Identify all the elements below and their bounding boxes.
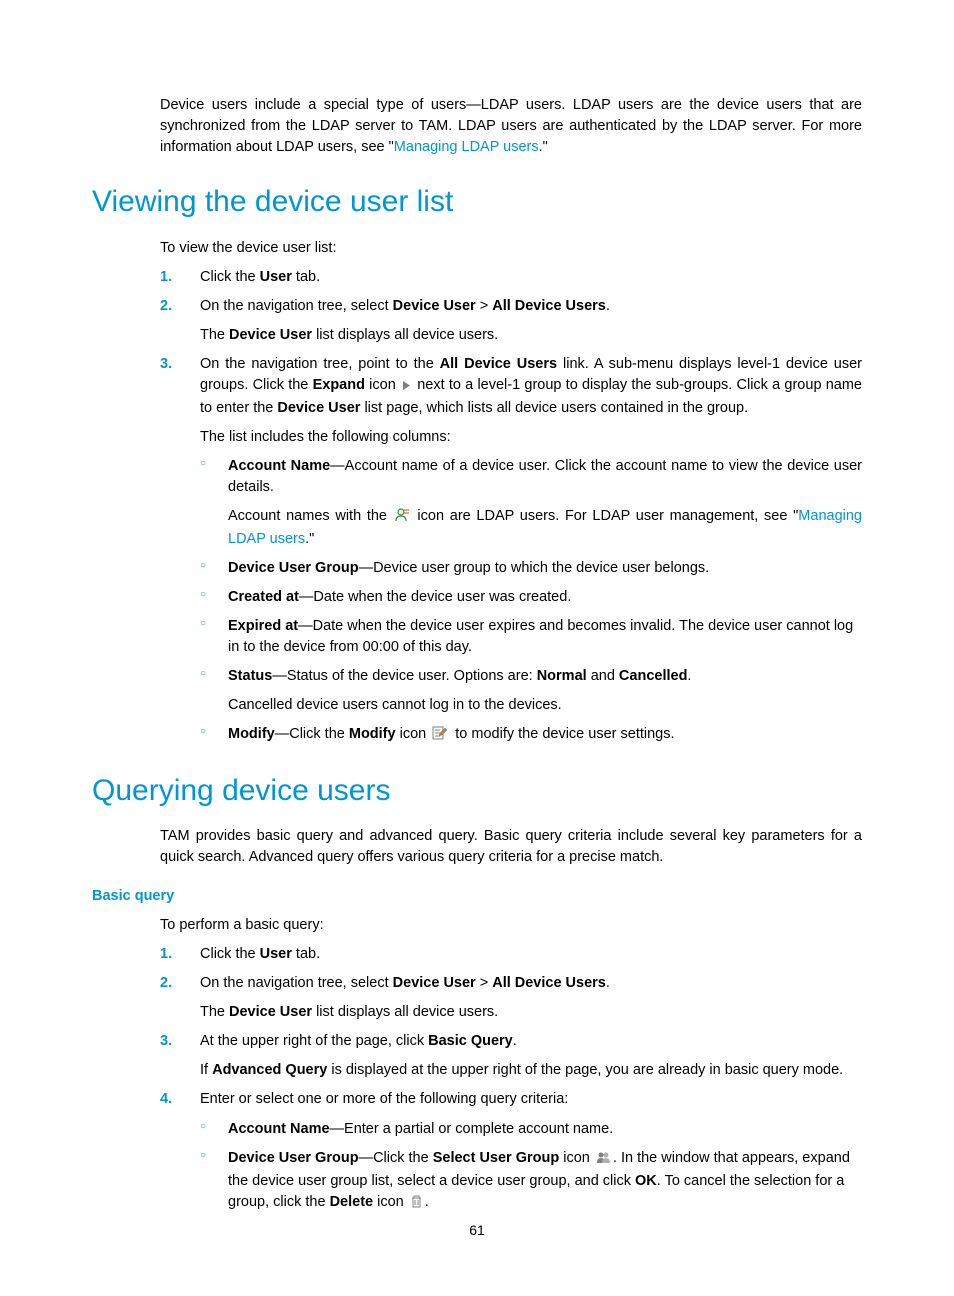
column-list: Account Name—Account name of a device us… [200, 456, 862, 747]
expand-icon [402, 377, 411, 398]
select-user-group-icon [596, 1150, 611, 1171]
page-number: 61 [0, 1220, 954, 1240]
viewing-section: To view the device user list: 1. Click t… [160, 238, 862, 747]
querying-section: TAM provides basic query and advanced qu… [160, 826, 862, 868]
col-expired-at: Expired at—Date when the device user exp… [200, 616, 862, 658]
intro-block: Device users include a special type of u… [160, 95, 862, 158]
step-3: 3. On the navigation tree, point to the … [160, 354, 862, 747]
step-2: 2. On the navigation tree, select Device… [160, 973, 862, 1023]
step-1: 1. Click the User tab. [160, 944, 862, 965]
step-1: 1. Click the User tab. [160, 267, 862, 288]
delete-icon [410, 1194, 423, 1215]
col-account-name: Account Name—Account name of a device us… [200, 456, 862, 550]
criteria-list: Account Name—Enter a partial or complete… [200, 1119, 862, 1215]
basic-steps: 1. Click the User tab. 2. On the navigat… [160, 944, 862, 1214]
criteria-account-name: Account Name—Enter a partial or complete… [200, 1119, 862, 1140]
col-created-at: Created at—Date when the device user was… [200, 587, 862, 608]
query-paragraph: TAM provides basic query and advanced qu… [160, 826, 862, 868]
viewing-lead: To view the device user list: [160, 238, 862, 259]
col-device-user-group: Device User Group—Device user group to w… [200, 558, 862, 579]
step-3: 3. At the upper right of the page, click… [160, 1031, 862, 1081]
viewing-steps: 1. Click the User tab. 2. On the navigat… [160, 267, 862, 747]
step-number: 2. [160, 296, 172, 317]
step-number: 2. [160, 973, 172, 994]
intro-paragraph: Device users include a special type of u… [160, 95, 862, 158]
modify-icon [432, 724, 449, 747]
link-managing-ldap-users[interactable]: Managing LDAP users [394, 139, 539, 155]
intro-text-end: ." [539, 139, 548, 155]
basic-query-section: To perform a basic query: 1. Click the U… [160, 915, 862, 1214]
heading-querying-device-users: Querying device users [92, 769, 862, 813]
step-number: 1. [160, 267, 172, 288]
step-number: 4. [160, 1089, 172, 1110]
col-status: Status—Status of the device user. Option… [200, 666, 862, 716]
basic-lead: To perform a basic query: [160, 915, 862, 936]
step-4: 4. Enter or select one or more of the fo… [160, 1089, 862, 1214]
page: Device users include a special type of u… [0, 0, 954, 1296]
step-2: 2. On the navigation tree, select Device… [160, 296, 862, 346]
step-number: 3. [160, 1031, 172, 1052]
criteria-device-user-group: Device User Group—Click the Select User … [200, 1148, 862, 1215]
step-number: 3. [160, 354, 172, 375]
ldap-user-icon [395, 508, 410, 529]
step-number: 1. [160, 944, 172, 965]
heading-viewing-device-user-list: Viewing the device user list [92, 180, 862, 224]
heading-basic-query: Basic query [92, 886, 862, 907]
col-modify: Modify—Click the Modify icon to modify t… [200, 724, 862, 747]
